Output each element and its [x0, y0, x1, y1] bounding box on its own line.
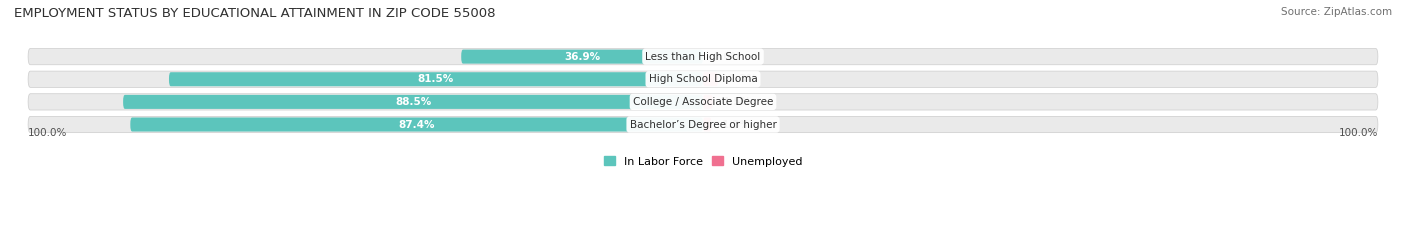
FancyBboxPatch shape	[169, 72, 703, 86]
FancyBboxPatch shape	[703, 117, 711, 132]
Text: 36.9%: 36.9%	[564, 51, 600, 62]
FancyBboxPatch shape	[131, 117, 703, 132]
Text: Less than High School: Less than High School	[645, 51, 761, 62]
FancyBboxPatch shape	[703, 95, 713, 109]
Text: 100.0%: 100.0%	[28, 128, 67, 138]
Text: 88.5%: 88.5%	[395, 97, 432, 107]
Text: 0.0%: 0.0%	[713, 51, 742, 62]
Legend: In Labor Force, Unemployed: In Labor Force, Unemployed	[599, 152, 807, 171]
FancyBboxPatch shape	[28, 116, 1378, 133]
FancyBboxPatch shape	[461, 50, 703, 64]
FancyBboxPatch shape	[703, 72, 718, 86]
Text: College / Associate Degree: College / Associate Degree	[633, 97, 773, 107]
Text: EMPLOYMENT STATUS BY EDUCATIONAL ATTAINMENT IN ZIP CODE 55008: EMPLOYMENT STATUS BY EDUCATIONAL ATTAINM…	[14, 7, 495, 20]
FancyBboxPatch shape	[28, 71, 1378, 87]
Text: Bachelor’s Degree or higher: Bachelor’s Degree or higher	[630, 120, 776, 130]
FancyBboxPatch shape	[28, 48, 1378, 65]
Text: 100.0%: 100.0%	[1339, 128, 1378, 138]
Text: 1.3%: 1.3%	[721, 120, 751, 130]
Text: Source: ZipAtlas.com: Source: ZipAtlas.com	[1281, 7, 1392, 17]
Text: 2.3%: 2.3%	[728, 74, 756, 84]
Text: High School Diploma: High School Diploma	[648, 74, 758, 84]
Text: 1.5%: 1.5%	[723, 97, 752, 107]
Text: 81.5%: 81.5%	[418, 74, 454, 84]
FancyBboxPatch shape	[124, 95, 703, 109]
FancyBboxPatch shape	[28, 94, 1378, 110]
Text: 87.4%: 87.4%	[398, 120, 434, 130]
